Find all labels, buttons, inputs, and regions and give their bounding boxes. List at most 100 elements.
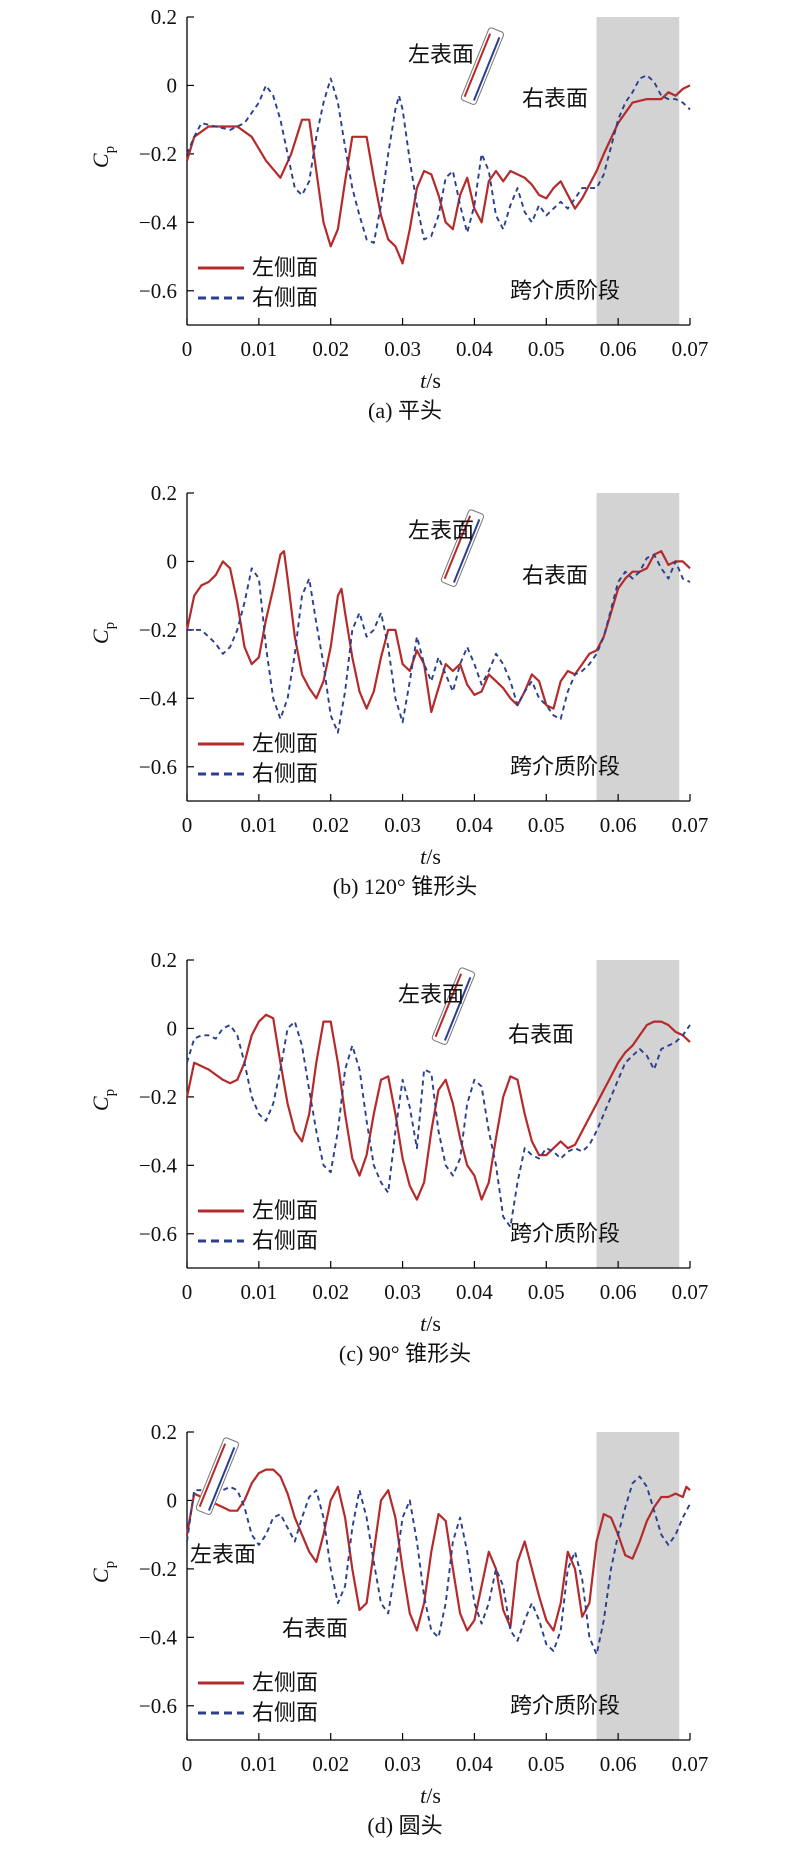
legend-label-left-side: 左侧面 (252, 1671, 318, 1696)
cross-medium-region (596, 960, 680, 1268)
x-tick-label: 0.04 (456, 1280, 493, 1304)
x-tick-label: 0.01 (240, 1280, 277, 1304)
chart-panel-c: 0.2 0 −0.2 −0.4 −0.6 0 0.01 0.02 0.03 0.04 0.05 0.0… (88, 948, 708, 1366)
x-tick-label: 0.05 (528, 1280, 565, 1304)
series-line-right-side (186, 1020, 691, 1228)
surface-label-left: 左表面 (398, 983, 464, 1008)
x-tick-label: 0.04 (456, 813, 493, 837)
x-tick-label: 0.04 (456, 337, 493, 361)
y-tick-label: −0.6 (139, 1694, 177, 1718)
x-tick-label: 0.02 (312, 1280, 349, 1304)
x-axis-label: t/s (420, 1783, 441, 1808)
panel-caption: (a) 平头 (368, 398, 442, 423)
y-tick-label: −0.4 (139, 686, 178, 710)
surface-label-right: 右表面 (522, 87, 588, 112)
surface-label-right: 右表面 (522, 564, 588, 589)
x-tick-label: 0.07 (672, 337, 709, 361)
chart-panel-d: 0.2 0 −0.2 −0.4 −0.6 0 0.01 0.02 0.03 0.04 0.05 0.0… (88, 1420, 708, 1838)
x-tick-label: 0.05 (528, 813, 565, 837)
x-tick-label: 0.07 (672, 813, 709, 837)
stage-label: 跨介质阶段 (510, 1222, 620, 1247)
x-axis-label: t/s (420, 844, 441, 869)
probe-right-surface (443, 977, 472, 1041)
stage-label: 跨介质阶段 (510, 1694, 620, 1719)
y-axis-label: Cp (88, 622, 118, 644)
legend-label-right-side: 右侧面 (252, 1701, 318, 1726)
probe-left-surface (443, 515, 472, 580)
x-tick-label: 0.02 (312, 813, 349, 837)
y-tick-label: 0.2 (151, 481, 177, 505)
x-tick-label: 0.06 (600, 337, 637, 361)
y-tick-label: 0.2 (151, 948, 177, 972)
y-tick-label: −0.2 (139, 1085, 177, 1109)
x-tick-label: 0.03 (384, 337, 421, 361)
probe-body (460, 27, 505, 105)
legend-label-left-side: 左侧面 (252, 1199, 318, 1224)
cross-medium-region (596, 1432, 680, 1740)
y-tick-label: −0.6 (139, 279, 177, 303)
x-tick-label: 0.02 (312, 1752, 349, 1776)
x-tick-label: 0.02 (312, 337, 349, 361)
surface-label-left: 左表面 (408, 519, 474, 544)
surface-label-left: 左表面 (190, 1543, 256, 1568)
cross-medium-region (596, 493, 680, 801)
series-line-right-side (186, 1475, 691, 1656)
x-tick-label: 0 (182, 337, 193, 361)
series-line-right-side (187, 553, 691, 734)
probe-right-surface (207, 1447, 236, 1511)
series-line-left-side (185, 1013, 691, 1201)
y-tick-label: −0.4 (139, 210, 178, 234)
y-tick-label: 0.2 (151, 5, 177, 29)
y-tick-label: −0.4 (139, 1625, 178, 1649)
y-axis-label: Cp (88, 1561, 118, 1583)
y-tick-label: −0.2 (139, 142, 177, 166)
x-tick-label: 0.05 (528, 1752, 565, 1776)
probe-right-surface (452, 519, 481, 583)
chart-panel-a: 0.2 0 −0.2 −0.4 −0.6 0 0.01 0.02 0.03 0.04 0.05 0.0… (88, 5, 708, 423)
legend-label-right-side: 右侧面 (252, 1229, 318, 1254)
series-line-right-side (186, 74, 691, 244)
x-tick-label: 0 (182, 1280, 193, 1304)
panel-caption: (c) 90° 锥形头 (339, 1341, 471, 1366)
x-tick-label: 0.01 (240, 337, 277, 361)
y-tick-label: 0 (167, 73, 178, 97)
y-tick-label: −0.6 (139, 1222, 177, 1246)
y-tick-label: −0.4 (139, 1153, 178, 1177)
x-tick-label: 0.03 (384, 1280, 421, 1304)
probe-sketch (431, 967, 476, 1045)
probe-body (195, 1437, 240, 1515)
stage-label: 跨介质阶段 (510, 755, 620, 780)
series-line-left-side (185, 550, 691, 714)
legend-label-right-side: 右侧面 (252, 286, 318, 311)
surface-label-right: 右表面 (282, 1617, 348, 1642)
x-tick-label: 0.01 (240, 813, 277, 837)
series-line-left-side (185, 1468, 691, 1632)
y-tick-label: −0.6 (139, 755, 177, 779)
x-tick-label: 0.07 (672, 1280, 709, 1304)
x-tick-label: 0.04 (456, 1752, 493, 1776)
probe-body (440, 509, 485, 587)
x-tick-label: 0.03 (384, 813, 421, 837)
surface-label-left: 左表面 (408, 43, 474, 68)
stage-label: 跨介质阶段 (510, 279, 620, 304)
y-tick-label: 0.2 (151, 1420, 177, 1444)
x-tick-label: 0 (182, 813, 193, 837)
panel-caption: (b) 120° 锥形头 (333, 874, 477, 899)
y-tick-label: −0.2 (139, 1557, 177, 1581)
y-axis-label: Cp (88, 146, 118, 168)
y-tick-label: 0 (167, 1488, 178, 1512)
probe-sketch (440, 509, 485, 587)
y-tick-label: −0.2 (139, 618, 177, 642)
x-axis-label: t/s (420, 368, 441, 393)
x-axis-label: t/s (420, 1311, 441, 1336)
y-tick-label: 0 (167, 549, 178, 573)
y-axis-label: Cp (88, 1089, 118, 1111)
probe-right-surface (472, 37, 501, 101)
legend-label-right-side: 右侧面 (252, 762, 318, 787)
legend-label-left-side: 左侧面 (252, 256, 318, 281)
probe-sketch (195, 1437, 240, 1515)
probe-left-surface (198, 1443, 227, 1508)
x-tick-label: 0.06 (600, 813, 637, 837)
y-tick-label: 0 (167, 1016, 178, 1040)
